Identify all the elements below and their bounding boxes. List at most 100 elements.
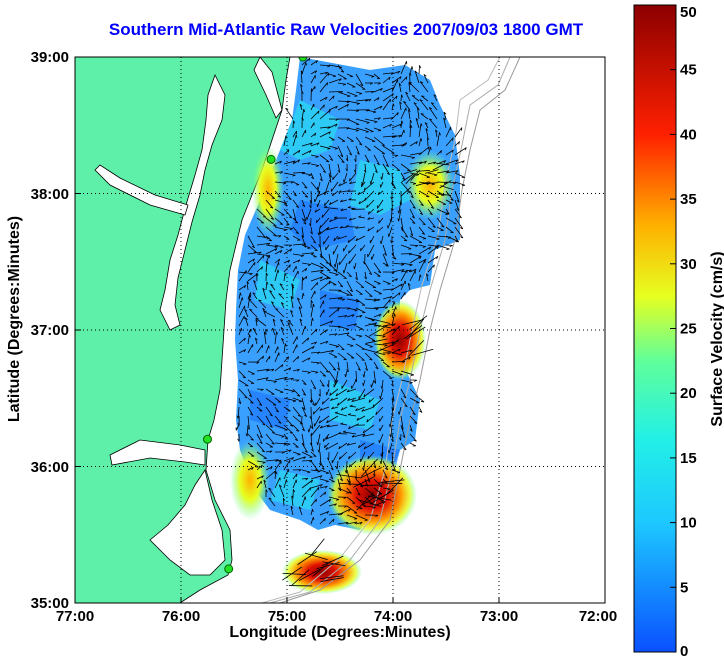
velocity-arrow	[445, 208, 450, 215]
velocity-arrow-head	[413, 102, 417, 105]
velocity-arrow	[290, 310, 294, 318]
velocity-arrow-head	[407, 191, 411, 194]
velocity-arrow-head	[428, 246, 432, 250]
velocity-arrow-head	[315, 371, 319, 374]
velocity-arrow-head	[348, 508, 351, 512]
velocity-arrow	[400, 269, 408, 282]
velocity-arrow-head	[356, 300, 360, 303]
velocity-arrow	[290, 506, 294, 516]
velocity-arrow-head	[339, 78, 342, 82]
velocity-arrow	[363, 388, 375, 398]
velocity-arrow	[349, 172, 357, 182]
velocity-arrow-head	[464, 147, 467, 151]
velocity-arrow	[247, 294, 251, 309]
velocity-arrow-head	[314, 70, 318, 74]
velocity-arrow-head	[312, 241, 316, 244]
velocity-arrow-head	[256, 361, 260, 364]
velocity-arrow-head	[349, 404, 353, 407]
velocity-arrow-head	[325, 96, 328, 100]
velocity-arrow	[391, 360, 406, 363]
velocity-arrow-head	[436, 245, 439, 249]
velocity-arrow	[382, 288, 394, 291]
velocity-arrow	[388, 442, 393, 454]
velocity-arrow	[292, 397, 303, 402]
velocity-arrow-head	[258, 251, 262, 255]
velocity-arrow-head	[244, 285, 247, 289]
velocity-arrow	[389, 415, 393, 428]
velocity-arrow-head	[310, 142, 313, 146]
velocity-arrow	[292, 243, 306, 246]
velocity-arrow	[301, 275, 308, 282]
velocity-arrow	[391, 388, 395, 401]
velocity-arrow-head	[419, 410, 423, 413]
velocity-arrow	[382, 487, 391, 490]
velocity-arrow	[337, 469, 343, 481]
velocity-arrow-head	[315, 468, 319, 472]
velocity-arrow-head	[304, 450, 308, 453]
velocity-arrow	[427, 172, 438, 176]
velocity-arrow	[310, 379, 317, 390]
velocity-arrow	[282, 572, 307, 575]
velocity-arrow-head	[348, 491, 352, 494]
velocity-arrow-head	[270, 283, 274, 286]
velocity-arrow-head	[348, 153, 352, 156]
velocity-arrow-head	[326, 457, 330, 461]
velocity-arrow-head	[378, 220, 380, 224]
velocity-arrow-head	[354, 323, 357, 327]
velocity-arrow-head	[248, 394, 252, 398]
velocity-arrow-head	[344, 505, 348, 508]
velocity-arrow-head	[329, 392, 332, 396]
velocity-arrow-head	[450, 198, 454, 201]
velocity-arrow	[380, 181, 384, 188]
velocity-arrow-head	[347, 239, 350, 243]
velocity-arrow-head	[404, 405, 408, 408]
velocity-arrow	[454, 160, 465, 165]
velocity-arrow	[321, 208, 330, 218]
velocity-arrow	[301, 293, 304, 300]
velocity-arrow	[247, 379, 255, 384]
velocity-arrow-head	[334, 503, 337, 507]
velocity-arrow	[409, 141, 418, 147]
velocity-arrow	[454, 226, 464, 239]
velocity-arrow	[358, 442, 366, 449]
velocity-arrow	[337, 64, 345, 73]
velocity-arrow-head	[295, 205, 299, 208]
velocity-arrow-head	[295, 134, 298, 138]
velocity-arrow	[319, 309, 325, 318]
velocity-arrow	[332, 172, 339, 180]
velocity-arrow-head	[363, 446, 366, 450]
velocity-arrow	[364, 271, 367, 280]
velocity-arrow	[319, 217, 330, 229]
velocity-arrow	[297, 551, 318, 566]
velocity-arrow-head	[357, 445, 360, 449]
velocity-arrow	[347, 397, 357, 401]
velocity-arrow-head	[305, 268, 308, 272]
velocity-arrow	[283, 415, 294, 427]
velocity-arrow-head	[440, 150, 443, 154]
velocity-arrow-head	[387, 352, 391, 355]
velocity-arrow-head	[396, 472, 400, 474]
velocity-arrow	[322, 561, 346, 567]
velocity-arrow-head	[397, 218, 400, 222]
velocity-arrow	[328, 496, 340, 500]
velocity-arrow	[445, 226, 454, 234]
velocity-arrow	[356, 492, 374, 511]
velocity-arrow	[298, 506, 303, 516]
velocity-arrow	[400, 94, 402, 102]
velocity-arrow-head	[272, 318, 276, 322]
velocity-arrow-head	[330, 398, 333, 401]
velocity-arrow	[306, 208, 312, 221]
velocity-arrow	[255, 317, 267, 327]
velocity-arrow-head	[327, 148, 331, 150]
velocity-arrow-head	[319, 178, 323, 182]
velocity-arrow-head	[393, 328, 396, 332]
velocity-arrow	[415, 170, 430, 172]
velocity-arrow-head	[376, 209, 379, 213]
velocity-arrow-head	[276, 331, 278, 335]
velocity-arrow	[263, 479, 267, 489]
velocity-arrow-head	[412, 413, 416, 416]
velocity-arrow	[409, 235, 423, 243]
velocity-arrow-head	[348, 480, 351, 484]
velocity-arrow-head	[300, 70, 304, 74]
velocity-arrow-head	[375, 367, 379, 370]
